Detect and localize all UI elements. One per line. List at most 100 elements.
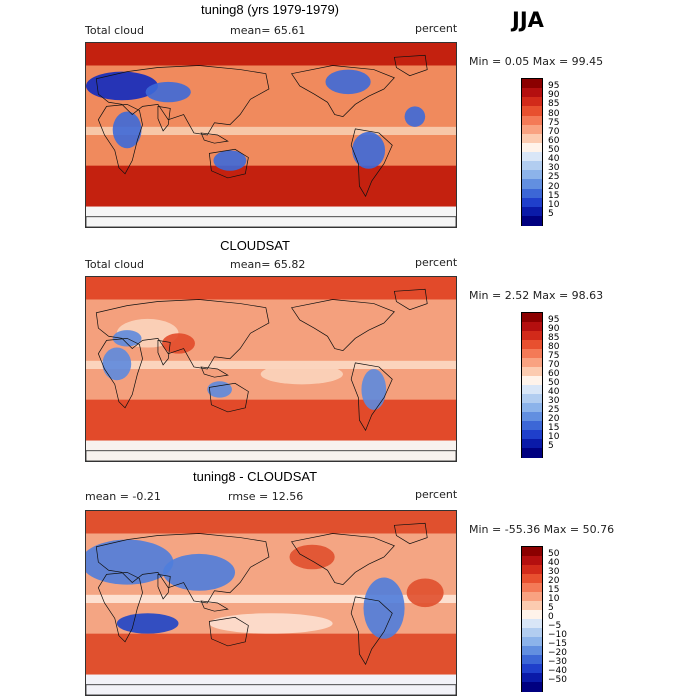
cloud-anomaly-region bbox=[404, 106, 426, 127]
colorbar-swatch bbox=[522, 124, 542, 135]
coastline bbox=[200, 600, 229, 612]
southern-ocean-band bbox=[86, 633, 456, 675]
colorbar-tick-label: 5 bbox=[548, 441, 554, 451]
map-canvas bbox=[86, 511, 456, 695]
mean-label: mean= 65.61 bbox=[230, 24, 306, 37]
coastline bbox=[200, 132, 229, 144]
colorbar bbox=[521, 78, 543, 226]
cloud-anomaly-region bbox=[363, 577, 405, 639]
colorbar bbox=[521, 312, 543, 458]
colorbar-swatch bbox=[522, 179, 542, 189]
colorbar-swatch bbox=[522, 619, 542, 629]
colorbar-swatch bbox=[522, 637, 542, 647]
southern-ocean-band bbox=[86, 165, 456, 207]
colorbar-tick-label: 50 bbox=[548, 549, 560, 559]
colorbar-tick-label: 75 bbox=[548, 117, 560, 128]
colorbar-swatch bbox=[522, 97, 542, 107]
colorbar-swatch bbox=[522, 106, 542, 116]
map-canvas bbox=[86, 43, 456, 227]
colorbar-tick-label: 40 bbox=[548, 154, 560, 165]
colorbar-tick-label: 70 bbox=[548, 360, 560, 370]
coastline bbox=[86, 450, 456, 461]
colorbar-tick-label: 5 bbox=[548, 603, 554, 613]
mean-label: mean= 65.82 bbox=[230, 258, 306, 271]
colorbar-swatch bbox=[522, 655, 542, 665]
colorbar-tick-label: 20 bbox=[548, 414, 560, 424]
colorbar-tick-label: 60 bbox=[548, 369, 560, 379]
colorbar-swatch bbox=[522, 439, 542, 449]
colorbar bbox=[521, 546, 543, 692]
coastline bbox=[350, 128, 393, 198]
colorbar-swatch bbox=[522, 322, 542, 332]
min-max-label: Min = -55.36 Max = 50.76 bbox=[469, 523, 615, 536]
arctic-band bbox=[86, 43, 456, 66]
panel-title: tuning8 (yrs 1979-1979) bbox=[200, 2, 340, 17]
colorbar-swatch bbox=[522, 547, 542, 557]
colorbar-tick-label: 50 bbox=[548, 378, 560, 388]
coastline bbox=[157, 105, 171, 132]
map-canvas bbox=[86, 277, 456, 461]
colorbar-swatch bbox=[522, 331, 542, 341]
colorbar-swatch bbox=[522, 88, 542, 98]
cloud-anomaly-region bbox=[145, 81, 191, 103]
colorbar-tick-label: 0 bbox=[548, 612, 554, 622]
southern-ocean-band bbox=[86, 399, 456, 441]
coastline bbox=[97, 103, 143, 175]
cloud-anomaly-region bbox=[207, 381, 232, 398]
coastline bbox=[350, 362, 393, 432]
cloud-anomaly-region bbox=[162, 333, 195, 354]
colorbar-tick-label: 95 bbox=[548, 81, 560, 92]
colorbar-swatch bbox=[522, 313, 542, 323]
colorbar-swatch bbox=[522, 448, 542, 458]
colorbar-tick-label: 75 bbox=[548, 351, 560, 361]
min-max-label: Min = 0.05 Max = 99.45 bbox=[469, 55, 604, 68]
colorbar-swatch bbox=[522, 188, 542, 199]
map-plot bbox=[85, 510, 457, 696]
coastline bbox=[393, 522, 428, 545]
colorbar-tick-label: −20 bbox=[548, 648, 567, 658]
tropical-band bbox=[86, 126, 456, 135]
cloud-anomaly-region bbox=[260, 363, 343, 385]
cloud-anomaly-region bbox=[86, 71, 158, 101]
colorbar-swatch bbox=[522, 394, 542, 404]
cloud-anomaly-region bbox=[163, 553, 236, 591]
colorbar-swatch bbox=[522, 349, 542, 359]
coastline bbox=[290, 533, 395, 585]
colorbar-tick-label: 85 bbox=[548, 333, 560, 343]
colorbar-tick-label: 95 bbox=[548, 315, 560, 325]
cloud-anomaly-region bbox=[406, 578, 444, 608]
tropical-band bbox=[86, 360, 456, 369]
colorbar-swatch bbox=[522, 412, 542, 422]
colorbar-tick-label: 30 bbox=[548, 163, 560, 174]
coastline bbox=[350, 596, 393, 666]
colorbar-swatch bbox=[522, 133, 542, 144]
colorbar-tick-label: 80 bbox=[548, 108, 560, 119]
coastline bbox=[290, 299, 395, 351]
colorbar-swatch bbox=[522, 430, 542, 440]
coastline bbox=[95, 299, 270, 370]
colorbar-swatch bbox=[522, 682, 542, 692]
cloud-anomaly-region bbox=[213, 150, 247, 171]
cloud-anomaly-region bbox=[352, 131, 386, 169]
cloud-anomaly-region bbox=[209, 613, 333, 634]
map-plot bbox=[85, 42, 457, 228]
coastline bbox=[97, 337, 143, 409]
colorbar-tick-label: −40 bbox=[548, 666, 567, 676]
colorbar-swatch bbox=[522, 610, 542, 620]
coastline bbox=[86, 216, 456, 227]
coastline bbox=[157, 573, 171, 600]
colorbar-tick-label: −5 bbox=[548, 621, 562, 631]
cloud-anomaly-region bbox=[102, 347, 132, 381]
cloud-anomaly-region bbox=[289, 544, 335, 570]
coastline bbox=[290, 65, 395, 117]
variable-label: Total cloud bbox=[85, 258, 144, 271]
mean-label: mean = -0.21 bbox=[85, 490, 161, 503]
colorbar-tick-label: 15 bbox=[548, 585, 560, 595]
colorbar-swatch bbox=[522, 628, 542, 638]
coastline bbox=[97, 571, 143, 643]
colorbar-tick-label: 10 bbox=[548, 594, 560, 604]
colorbar-tick-label: −50 bbox=[548, 675, 567, 685]
colorbar-swatch bbox=[522, 574, 542, 584]
coastline bbox=[208, 616, 249, 647]
colorbar-swatch bbox=[522, 79, 542, 89]
